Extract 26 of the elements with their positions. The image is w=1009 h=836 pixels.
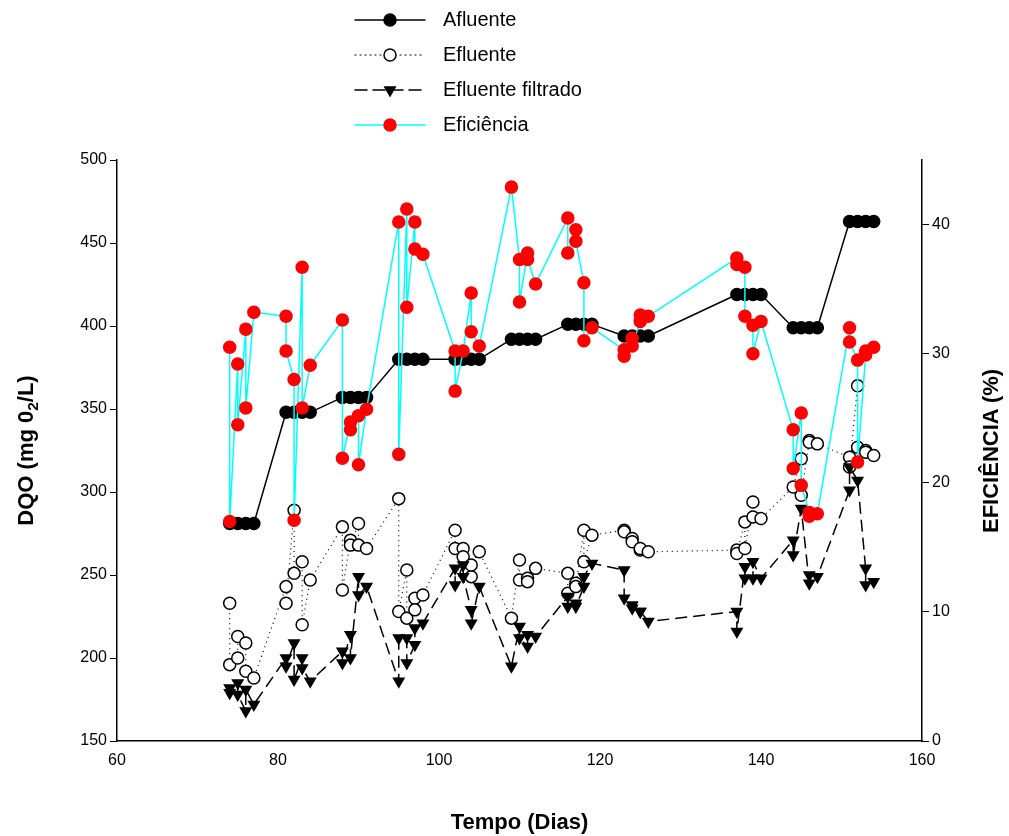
y2-tick-label: 10 <box>932 602 950 620</box>
x-tick-label: 80 <box>269 751 287 769</box>
x-tick-label: 60 <box>108 751 126 769</box>
y-tick-label: 500 <box>80 150 108 168</box>
y-axis-title: DQO (mg 02/L) <box>13 375 41 526</box>
y2-tick-label: 20 <box>932 473 950 491</box>
legend-label: Eficiência <box>443 112 530 135</box>
y2-axis-title: EFICIÊNCIA (%) <box>978 368 1004 533</box>
y2-tick-label: 0 <box>932 731 941 749</box>
y-tick-label: 250 <box>80 565 108 583</box>
y2-tick-label: 40 <box>932 214 950 232</box>
y-tick-label: 400 <box>80 316 108 334</box>
y2-tick-label: 30 <box>932 344 950 362</box>
legend-label: Efluente filtrado <box>443 77 582 100</box>
legend-label: Efluente <box>443 42 517 65</box>
y-tick-label: 350 <box>80 399 108 417</box>
y-tick-label: 450 <box>80 233 108 251</box>
x-axis-title: Tempo (Dias) <box>450 809 589 835</box>
x-tick-label: 120 <box>586 751 614 769</box>
x-tick-label: 100 <box>425 751 453 769</box>
legend-label: Afluente <box>443 7 517 30</box>
x-tick-label: 160 <box>908 751 936 769</box>
x-tick-label: 140 <box>747 751 775 769</box>
y-tick-label: 300 <box>80 482 108 500</box>
y-tick-label: 200 <box>80 648 108 666</box>
y-tick-label: 150 <box>80 731 108 749</box>
